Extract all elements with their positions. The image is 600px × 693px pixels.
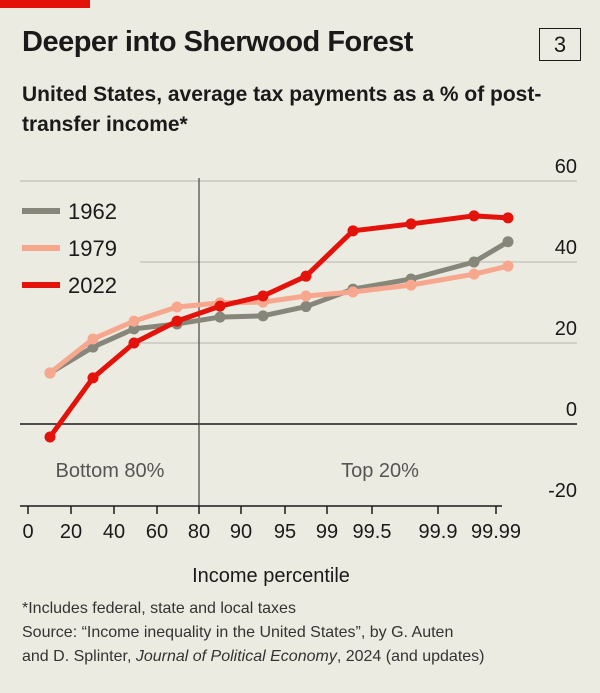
chart-title: Deeper into Sherwood Forest <box>22 26 413 58</box>
x-tick-label: 99.5 <box>353 521 392 543</box>
x-tick-label: 0 <box>22 521 33 543</box>
y-tick-label: -20 <box>548 480 577 502</box>
data-point-1979 <box>300 290 312 302</box>
region-label-bottom-80: Bottom 80% <box>56 460 165 482</box>
data-point-2022 <box>214 300 226 312</box>
x-tick-label: 20 <box>60 521 82 543</box>
data-point-1962 <box>502 236 514 248</box>
data-point-1962 <box>468 256 480 268</box>
data-point-2022 <box>347 225 359 237</box>
data-point-2022 <box>300 270 312 282</box>
data-point-2022 <box>502 212 514 224</box>
legend-label-1979: 1979 <box>68 236 117 261</box>
source-line-1: Source: “Income inequality in the United… <box>22 624 454 641</box>
data-point-1979 <box>44 367 56 379</box>
chart-number-badge: 3 <box>539 28 581 61</box>
data-point-1962 <box>257 310 269 322</box>
x-axis-label: Income percentile <box>192 565 350 587</box>
data-point-1962 <box>300 301 312 313</box>
data-point-1979 <box>405 279 417 291</box>
legend-label-1962: 1962 <box>68 199 117 224</box>
x-tick-label: 90 <box>230 521 252 543</box>
legend-label-2022: 2022 <box>68 273 117 298</box>
data-point-2022 <box>468 210 480 222</box>
x-tick-label: 99 <box>316 521 338 543</box>
data-point-2022 <box>87 372 99 384</box>
source-year: , 2024 (and updates) <box>336 648 485 665</box>
y-tick-label: 0 <box>566 399 577 421</box>
data-point-1979 <box>468 268 480 280</box>
data-point-1962 <box>214 311 226 323</box>
y-tick-label: 60 <box>555 156 577 178</box>
x-tick-label: 60 <box>146 521 168 543</box>
footnote: *Includes federal, state and local taxes <box>22 600 296 617</box>
data-point-2022 <box>405 218 417 230</box>
x-tick-label: 95 <box>274 521 296 543</box>
data-point-1979 <box>347 286 359 298</box>
data-point-2022 <box>171 315 183 327</box>
y-tick-label: 40 <box>555 237 577 259</box>
region-label-top-20: Top 20% <box>341 460 419 482</box>
x-tick-label: 99.9 <box>419 521 458 543</box>
x-tick-label: 99.99 <box>471 521 521 543</box>
source-authors: and D. Splinter, <box>22 648 136 665</box>
source-line-2: and D. Splinter, Journal of Political Ec… <box>22 648 485 666</box>
data-point-1979 <box>171 301 183 313</box>
data-point-2022 <box>44 431 56 443</box>
brand-bar <box>0 0 90 8</box>
data-point-2022 <box>257 290 269 302</box>
data-point-1979 <box>87 333 99 345</box>
data-point-2022 <box>128 337 140 349</box>
y-tick-label: 20 <box>555 318 577 340</box>
source-journal: Journal of Political Economy <box>135 648 337 665</box>
chart-subtitle: United States, average tax payments as a… <box>22 83 542 136</box>
data-point-1979 <box>502 260 514 272</box>
data-point-1979 <box>128 315 140 327</box>
x-tick-label: 80 <box>188 521 210 543</box>
x-tick-label: 40 <box>103 521 125 543</box>
data-point-1962 <box>128 323 140 335</box>
